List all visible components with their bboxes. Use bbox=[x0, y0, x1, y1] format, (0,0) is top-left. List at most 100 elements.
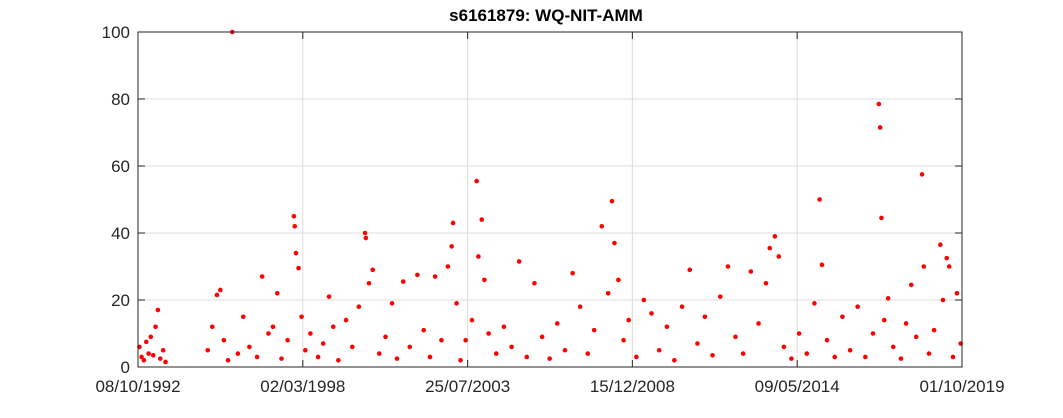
data-point bbox=[479, 217, 485, 222]
data-point bbox=[148, 334, 154, 340]
data-point bbox=[293, 250, 299, 256]
data-point bbox=[890, 344, 896, 350]
data-point bbox=[279, 356, 284, 361]
data-point bbox=[270, 324, 276, 330]
data-point bbox=[469, 317, 475, 323]
data-point bbox=[840, 314, 845, 320]
data-point bbox=[458, 358, 463, 363]
data-point bbox=[315, 354, 321, 360]
data-point bbox=[695, 341, 700, 346]
data-point bbox=[847, 347, 853, 353]
data-point bbox=[626, 317, 631, 323]
data-point bbox=[524, 354, 530, 360]
x-tick-label: 01/10/2019 bbox=[919, 377, 1004, 396]
data-point bbox=[954, 291, 960, 296]
data-point bbox=[832, 354, 838, 360]
data-point bbox=[921, 264, 927, 269]
y-tick-label: 40 bbox=[111, 224, 130, 243]
data-point bbox=[577, 304, 583, 310]
data-point bbox=[259, 274, 265, 279]
data-point bbox=[812, 301, 817, 306]
data-point bbox=[350, 344, 355, 350]
data-point bbox=[292, 224, 298, 229]
data-point bbox=[235, 351, 241, 356]
data-point bbox=[609, 198, 615, 204]
data-point bbox=[585, 351, 591, 356]
data-point bbox=[562, 347, 568, 353]
data-point bbox=[240, 314, 246, 320]
data-point bbox=[336, 358, 341, 363]
data-point bbox=[225, 358, 231, 363]
data-point bbox=[616, 277, 621, 283]
axis-ticks: 08/10/1992 02/03/1998 25/07/2003 15/12/2008… bbox=[95, 23, 1004, 396]
data-point bbox=[247, 344, 252, 350]
data-point bbox=[493, 351, 499, 356]
data-point bbox=[881, 317, 887, 323]
data-point bbox=[763, 280, 769, 286]
data-point bbox=[509, 344, 514, 350]
data-point bbox=[366, 280, 372, 286]
data-point bbox=[407, 344, 413, 350]
data-point bbox=[919, 172, 925, 177]
y-tick-label: 60 bbox=[111, 157, 130, 176]
y-tick-label: 20 bbox=[111, 291, 130, 310]
data-point bbox=[725, 264, 731, 269]
data-point bbox=[209, 324, 215, 330]
plot-frame bbox=[137, 31, 963, 368]
data-point bbox=[501, 324, 507, 330]
data-point bbox=[710, 352, 715, 358]
data-point bbox=[320, 341, 326, 346]
data-point bbox=[400, 279, 406, 284]
data-point bbox=[463, 337, 468, 343]
data-point bbox=[733, 334, 738, 340]
data-point bbox=[570, 270, 575, 276]
data-point bbox=[796, 331, 802, 336]
data-points bbox=[137, 29, 963, 365]
data-point bbox=[687, 267, 693, 273]
data-point bbox=[356, 304, 362, 310]
data-point bbox=[717, 294, 723, 299]
data-point bbox=[427, 354, 433, 360]
data-point bbox=[946, 264, 952, 269]
data-point bbox=[155, 307, 161, 313]
data-point bbox=[439, 337, 444, 343]
data-point bbox=[157, 356, 163, 361]
data-point bbox=[432, 274, 438, 279]
data-point bbox=[591, 327, 597, 333]
data-point bbox=[776, 254, 782, 259]
data-point bbox=[641, 297, 647, 303]
data-point bbox=[944, 255, 949, 261]
data-point bbox=[926, 351, 932, 356]
data-point bbox=[370, 267, 376, 273]
data-point bbox=[903, 321, 909, 326]
data-point bbox=[482, 277, 487, 283]
data-point bbox=[938, 242, 943, 248]
data-point bbox=[612, 240, 617, 246]
data-point bbox=[554, 321, 560, 326]
data-point bbox=[931, 327, 937, 333]
data-point bbox=[363, 235, 369, 241]
data-point bbox=[879, 215, 884, 221]
grid-lines bbox=[138, 32, 962, 367]
data-point bbox=[863, 354, 868, 360]
data-point bbox=[877, 125, 883, 130]
data-point bbox=[940, 297, 946, 303]
x-tick-label: 08/10/1992 bbox=[95, 377, 180, 396]
data-point bbox=[756, 321, 761, 326]
data-point bbox=[740, 351, 746, 356]
x-tick-label: 09/05/2014 bbox=[755, 377, 840, 396]
data-point bbox=[767, 245, 773, 251]
data-point bbox=[804, 351, 810, 356]
data-point bbox=[254, 354, 260, 360]
data-point bbox=[656, 347, 662, 353]
data-point bbox=[885, 296, 891, 301]
data-point bbox=[160, 347, 166, 353]
data-point bbox=[291, 213, 297, 219]
data-point bbox=[143, 339, 149, 345]
data-point bbox=[679, 304, 685, 310]
data-point bbox=[664, 324, 670, 330]
y-tick-label: 80 bbox=[111, 90, 130, 109]
data-point bbox=[547, 356, 552, 361]
data-point bbox=[454, 301, 459, 306]
